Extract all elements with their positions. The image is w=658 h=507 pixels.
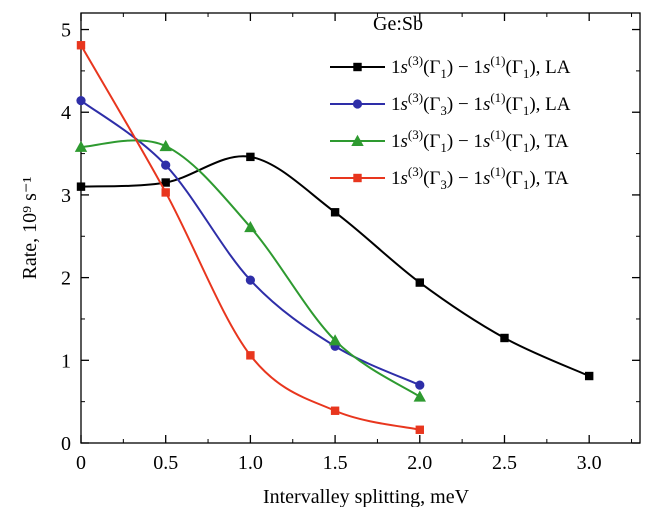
x-tick-label: 2.5 [492, 452, 517, 474]
series-3 [74, 139, 426, 402]
axes: 0 0.5 1.0 1.5 2.0 2.5 3.0 0 1 2 3 4 5 [61, 12, 641, 474]
y-tick-label: 1 [61, 350, 71, 372]
y-tick-label: 2 [61, 268, 71, 290]
data-point [415, 380, 425, 390]
data-point [74, 140, 88, 152]
legend-entry-2: 1s(3)(Γ3) − 1s(1)(Γ1), LA [330, 90, 571, 118]
x-tick-label: 2.0 [407, 452, 432, 474]
plot-frame [80, 12, 641, 444]
legend-entry-3: 1s(3)(Γ1) − 1s(1)(Γ1), TA [330, 127, 569, 155]
data-point [415, 425, 424, 434]
x-tick-label: 0 [76, 452, 86, 474]
data-point [161, 160, 171, 170]
annotation-label: Ge:Sb [373, 13, 423, 35]
y-tick-label: 5 [61, 20, 71, 42]
legend-entry-1: 1s(3)(Γ1) − 1s(1)(Γ1), LA [330, 53, 571, 81]
y-tick-label: 0 [61, 433, 71, 455]
legend: 1s(3)(Γ1) − 1s(1)(Γ1), LA 1s(3)(Γ3) − 1s(… [330, 53, 571, 192]
data-point [584, 371, 594, 381]
series-layer [74, 41, 594, 434]
data-point [161, 188, 170, 197]
series-line [80, 44, 421, 431]
data-point [76, 96, 86, 106]
legend-marker [353, 173, 362, 183]
data-point [246, 351, 255, 360]
data-point [500, 333, 509, 343]
y-tick-label: 3 [61, 185, 71, 207]
y-tick-label: 4 [61, 102, 71, 124]
x-tick-label: 0.5 [153, 452, 178, 474]
series-4 [76, 41, 424, 434]
legend-marker [353, 62, 362, 72]
x-axis-label: Intervalley splitting, meV [263, 486, 470, 507]
data-point [76, 41, 86, 50]
legend-marker [352, 99, 363, 109]
y-axis-label: Rate, 10⁹ s⁻¹ [19, 177, 41, 280]
data-point [330, 406, 340, 415]
data-point [159, 139, 172, 152]
series-line [80, 99, 421, 387]
legend-marker [351, 134, 364, 146]
data-point [246, 152, 255, 162]
legend-label: 1s(3)(Γ1) − 1s(1)(Γ1), TA [391, 127, 569, 155]
data-point [76, 182, 86, 191]
data-point [161, 178, 170, 187]
data-point [245, 275, 255, 285]
data-point [328, 334, 342, 346]
legend-entry-4: 1s(3)(Γ3) − 1s(1)(Γ1), TA [330, 164, 569, 192]
data-point [413, 390, 426, 402]
series-1 [76, 152, 594, 381]
legend-label: 1s(3)(Γ3) − 1s(1)(Γ1), TA [391, 164, 569, 192]
data-point [330, 208, 340, 217]
legend-label: 1s(3)(Γ1) − 1s(1)(Γ1), LA [391, 53, 571, 81]
data-point [415, 278, 424, 287]
data-point [244, 220, 257, 233]
legend-label: 1s(3)(Γ3) − 1s(1)(Γ1), LA [391, 90, 571, 118]
x-tick-label: 1.0 [238, 452, 263, 474]
x-tick-label: 3.0 [577, 452, 602, 474]
x-tick-label: 1.5 [323, 452, 348, 474]
